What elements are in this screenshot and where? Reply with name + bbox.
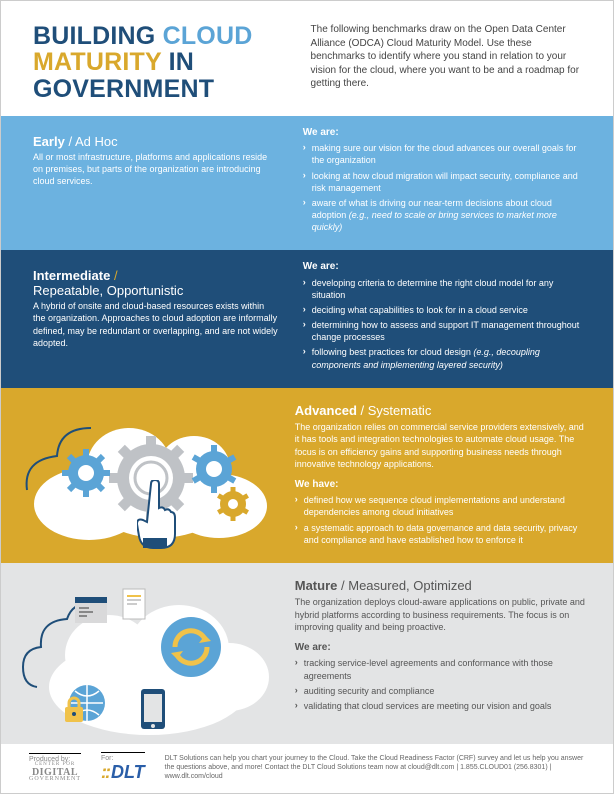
stage-advanced-title: Advanced / Systematic [295,402,585,420]
stage-advanced-text: Advanced / Systematic The organization r… [295,388,613,563]
footer-copy: DLT Solutions can help you chart your jo… [165,754,585,781]
stage-mature-title: Mature / Measured, Optimized [295,577,585,595]
stage-advanced: Advanced / Systematic The organization r… [1,388,613,563]
stage-early-list: We are: making sure our vision for the c… [295,116,613,250]
stage-advanced-desc: The organization relies on commercial se… [295,421,585,470]
title-w5: GOVERNMENT [33,75,214,103]
phone-icon [137,687,171,731]
title-block: BUILDING CLOUD MATURITY IN GOVERNMENT [33,23,291,102]
title-w3: MATURITY [33,48,161,76]
stage-mature-text: Mature / Measured, Optimized The organiz… [295,563,613,729]
digital-government-logo: CENTER FOR DIGITAL GOVERNMENT [29,763,81,782]
stage-intermediate-title: Intermediate /Repeatable, Opportunistic [33,268,279,298]
stage-mature-desc: The organization deploys cloud-aware app… [295,596,585,632]
gear-gold-icon [215,486,251,522]
stage-early-desc: All or most infrastructure, platforms an… [33,151,279,187]
title-w2: CLOUD [163,22,253,50]
sync-arrows-icon [155,611,227,683]
cloud-apps-illustration [19,569,279,745]
cloud-gears-illustration [19,394,279,554]
dlt-logo: ::DLT [101,762,145,783]
browser-window-icon [73,595,109,631]
gear-blue-icon [61,448,111,498]
stage-intermediate: Intermediate /Repeatable, Opportunistic … [1,250,613,387]
title-w1: BUILDING [33,22,163,50]
for-block: For: ::DLT [101,752,145,783]
title-w4: IN [161,48,194,76]
produced-by: Produced by: CENTER FOR DIGITAL GOVERNME… [29,753,81,782]
stage-early: Early / Ad Hoc All or most infrastructur… [1,116,613,250]
globe-lock-icon [59,681,109,731]
stage-mature: Mature / Measured, Optimized The organiz… [1,563,613,751]
main-title: BUILDING CLOUD MATURITY IN GOVERNMENT [33,23,291,102]
stage-early-title: Early / Ad Hoc [33,134,279,149]
stage-intermediate-list: We are: developing criteria to determine… [295,250,613,387]
document-lines-icon [119,587,149,625]
intro-text: The following benchmarks draw on the Ope… [311,23,581,102]
pointer-hand-icon [137,480,177,552]
stage-intermediate-desc: A hybrid of onsite and cloud-based resou… [33,300,279,349]
header: BUILDING CLOUD MATURITY IN GOVERNMENT Th… [1,1,613,116]
footer: Produced by: CENTER FOR DIGITAL GOVERNME… [1,744,613,793]
